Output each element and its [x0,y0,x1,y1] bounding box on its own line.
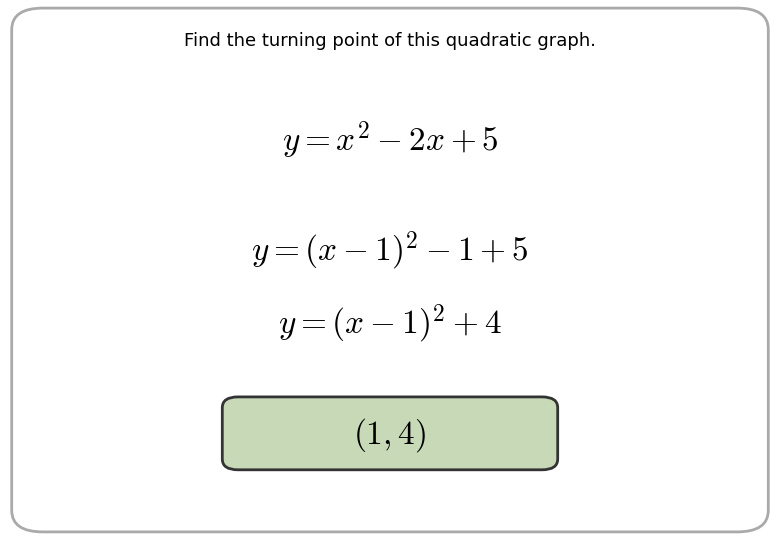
Text: Find the turning point of this quadratic graph.: Find the turning point of this quadratic… [184,31,596,50]
Text: $y = (x - 1)^2 - 1 + 5$: $y = (x - 1)^2 - 1 + 5$ [251,230,529,273]
Text: $(1, 4)$: $(1, 4)$ [353,416,427,454]
Text: $y = x^2 - 2x + 5$: $y = x^2 - 2x + 5$ [282,119,498,161]
FancyBboxPatch shape [12,8,768,532]
Text: $y = (x - 1)^2 + 4$: $y = (x - 1)^2 + 4$ [278,302,502,346]
FancyBboxPatch shape [222,397,558,470]
